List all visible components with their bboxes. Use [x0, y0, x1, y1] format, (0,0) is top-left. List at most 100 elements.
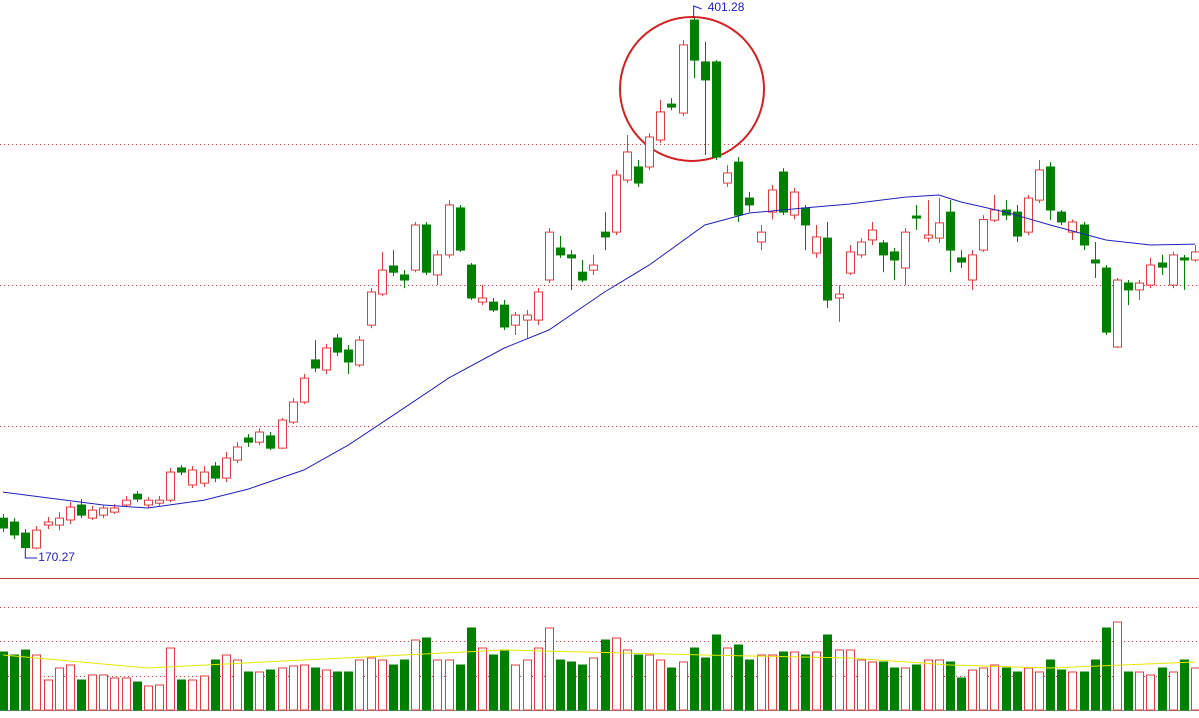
volume-bar: [556, 659, 565, 711]
candle-body: [1102, 267, 1111, 333]
candle-body: [679, 44, 688, 114]
volume-bar: [890, 667, 899, 711]
candle-body: [734, 161, 743, 216]
volume-bar: [667, 667, 676, 711]
volume-bar: [266, 669, 275, 711]
candle-body: [467, 264, 476, 299]
candle-body: [712, 61, 721, 158]
volume-bar: [289, 665, 298, 711]
candle-body: [567, 254, 576, 259]
candle-body: [723, 172, 732, 184]
candle-body: [21, 532, 30, 549]
candle-body: [589, 264, 598, 271]
volume-bar: [634, 654, 643, 711]
candle-body: [511, 314, 520, 326]
min-label: 170.27: [38, 550, 75, 564]
candle-body: [1191, 251, 1199, 261]
candle-body: [656, 111, 665, 141]
volume-bar: [768, 654, 777, 711]
volume-bar: [968, 669, 977, 711]
candle-body: [667, 103, 676, 108]
candle-body: [690, 19, 699, 61]
candle-body: [422, 224, 431, 273]
volume-bar: [656, 659, 665, 711]
volume-bar: [445, 659, 454, 711]
volume-bar: [500, 649, 509, 711]
volume-bar: [110, 677, 119, 711]
candle-body: [289, 401, 298, 423]
volume-bar: [188, 679, 197, 711]
candle-body: [990, 209, 999, 221]
volume-bar: [200, 675, 209, 711]
candle-body: [255, 431, 264, 443]
volume-bar: [901, 667, 910, 711]
volume-bar: [868, 661, 877, 711]
volume-bar: [278, 667, 287, 711]
volume-bar: [534, 647, 543, 711]
volume-bar: [734, 644, 743, 711]
volume-bar: [21, 649, 30, 711]
candle-body: [278, 419, 287, 449]
candle-body: [133, 493, 142, 500]
volume-bar: [155, 684, 164, 711]
candle-body: [433, 254, 442, 276]
volume-bar: [255, 671, 264, 711]
volume-bar: [912, 664, 921, 711]
candle-body: [790, 191, 799, 216]
candle-body: [1158, 262, 1167, 268]
volume-bar: [523, 659, 532, 711]
candle-body: [389, 265, 398, 273]
candle-body: [946, 211, 955, 251]
candle-body: [400, 274, 409, 281]
volume-bar: [456, 664, 465, 711]
volume-bar: [211, 659, 220, 711]
candle-body: [1035, 169, 1044, 201]
volume-bar: [233, 659, 242, 711]
volume-bar: [957, 677, 966, 711]
volume-bar: [433, 659, 442, 711]
candle-body: [1169, 254, 1178, 286]
moving-average-line: [2, 194, 1196, 509]
candle-body: [868, 229, 877, 241]
volume-bar: [589, 657, 598, 711]
candle-body: [1013, 211, 1022, 237]
volume-bar: [55, 667, 64, 711]
volume-bar: [790, 651, 799, 711]
candle-body: [979, 218, 988, 251]
volume-bar: [1057, 669, 1066, 711]
volume-bar: [612, 637, 621, 711]
volume-bar: [77, 679, 86, 711]
volume-bar: [1035, 671, 1044, 711]
candle-body: [333, 337, 342, 353]
candle-body: [99, 507, 108, 516]
volume-bar: [32, 654, 41, 711]
volume-bar: [344, 671, 353, 711]
candle-body: [211, 465, 220, 479]
volume-bar: [857, 659, 866, 711]
volume-bar: [478, 647, 487, 711]
candle-body: [968, 254, 977, 281]
volume-bar: [133, 681, 142, 711]
volume-bar: [712, 634, 721, 711]
volume-bar: [990, 664, 999, 711]
volume-bar: [879, 661, 888, 711]
volume-bar: [1124, 671, 1133, 711]
max-marker: [693, 5, 702, 19]
volume-bar: [779, 651, 788, 711]
candle-body: [1146, 264, 1155, 286]
candle-body: [478, 297, 487, 303]
volume-bar: [144, 685, 153, 711]
volume-bar: [88, 674, 97, 711]
volume-bar: [1068, 671, 1077, 711]
volume-bar: [422, 637, 431, 711]
max-label: 401.28: [708, 0, 745, 14]
volume-bar: [411, 639, 420, 711]
volume-bar: [322, 669, 331, 711]
volume-bar: [1169, 671, 1178, 711]
candle-body: [545, 231, 554, 281]
candle-body: [144, 499, 153, 506]
candle-body: [177, 467, 186, 473]
candle-body: [367, 291, 376, 326]
candle-body: [879, 242, 888, 256]
